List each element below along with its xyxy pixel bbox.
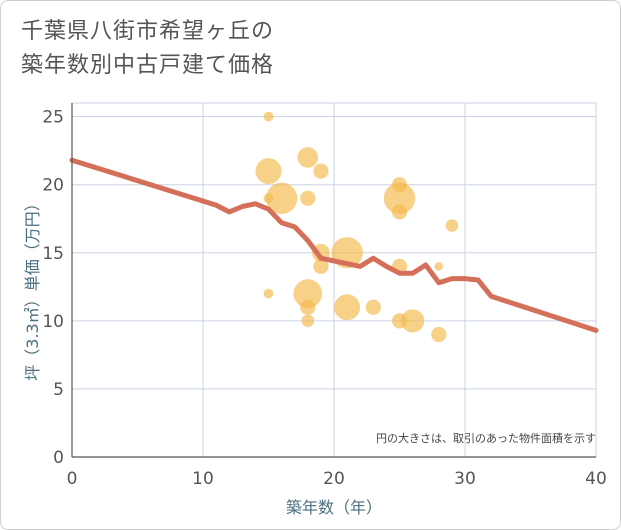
x-tick-label: 20 — [323, 469, 345, 489]
bubble-point — [263, 288, 274, 299]
bubble-point — [300, 190, 316, 206]
y-tick-label: 15 — [42, 244, 64, 264]
bubble-point — [265, 182, 298, 215]
bubble-layer — [255, 111, 459, 343]
y-tick-label: 0 — [53, 448, 64, 468]
x-tick-label: 30 — [454, 469, 476, 489]
bubble-point — [334, 294, 361, 321]
bubble-point — [300, 299, 316, 315]
bubble-point — [255, 158, 282, 185]
x-tick-label: 10 — [192, 469, 214, 489]
bubble-point — [445, 219, 459, 232]
bubble-point — [293, 279, 323, 308]
bubble-point — [400, 309, 425, 333]
bubble-point — [297, 147, 319, 168]
y-axis-label: 坪（3.3㎡）単価（万円） — [23, 195, 42, 380]
bubble-point — [434, 262, 444, 271]
bubble-point — [365, 299, 381, 315]
bubble-point — [313, 258, 329, 274]
grid-lines — [71, 102, 597, 458]
chart-title-line-2: 築年数別中古戸建て価格 — [21, 53, 275, 78]
y-tick-label: 20 — [42, 176, 64, 196]
x-tick-label: 0 — [67, 469, 78, 489]
y-tick-label: 10 — [42, 312, 64, 332]
bubble-point — [263, 111, 274, 122]
y-tick-label: 25 — [42, 108, 64, 128]
bubble-point — [383, 182, 416, 215]
size-note: 円の大きさは、取引のあった物件面積を示す — [376, 431, 596, 445]
chart-title: 千葉県八街市希望ヶ丘の 築年数別中古戸建て価格 — [21, 15, 274, 83]
axes: 0 10 20 30 40 0 5 10 15 20 25 — [42, 103, 607, 489]
y-tick-label: 5 — [53, 380, 64, 400]
bubble-point — [431, 326, 447, 343]
bubble-point — [313, 163, 329, 179]
x-tick-label: 40 — [585, 469, 607, 489]
line-layer — [69, 157, 599, 333]
chart-title-line-1: 千葉県八街市希望ヶ丘の — [21, 19, 275, 44]
x-axis-label: 築年数（年） — [286, 498, 382, 517]
bubble-point — [391, 204, 408, 220]
trend-line — [69, 157, 599, 333]
bubble-point — [301, 314, 315, 328]
